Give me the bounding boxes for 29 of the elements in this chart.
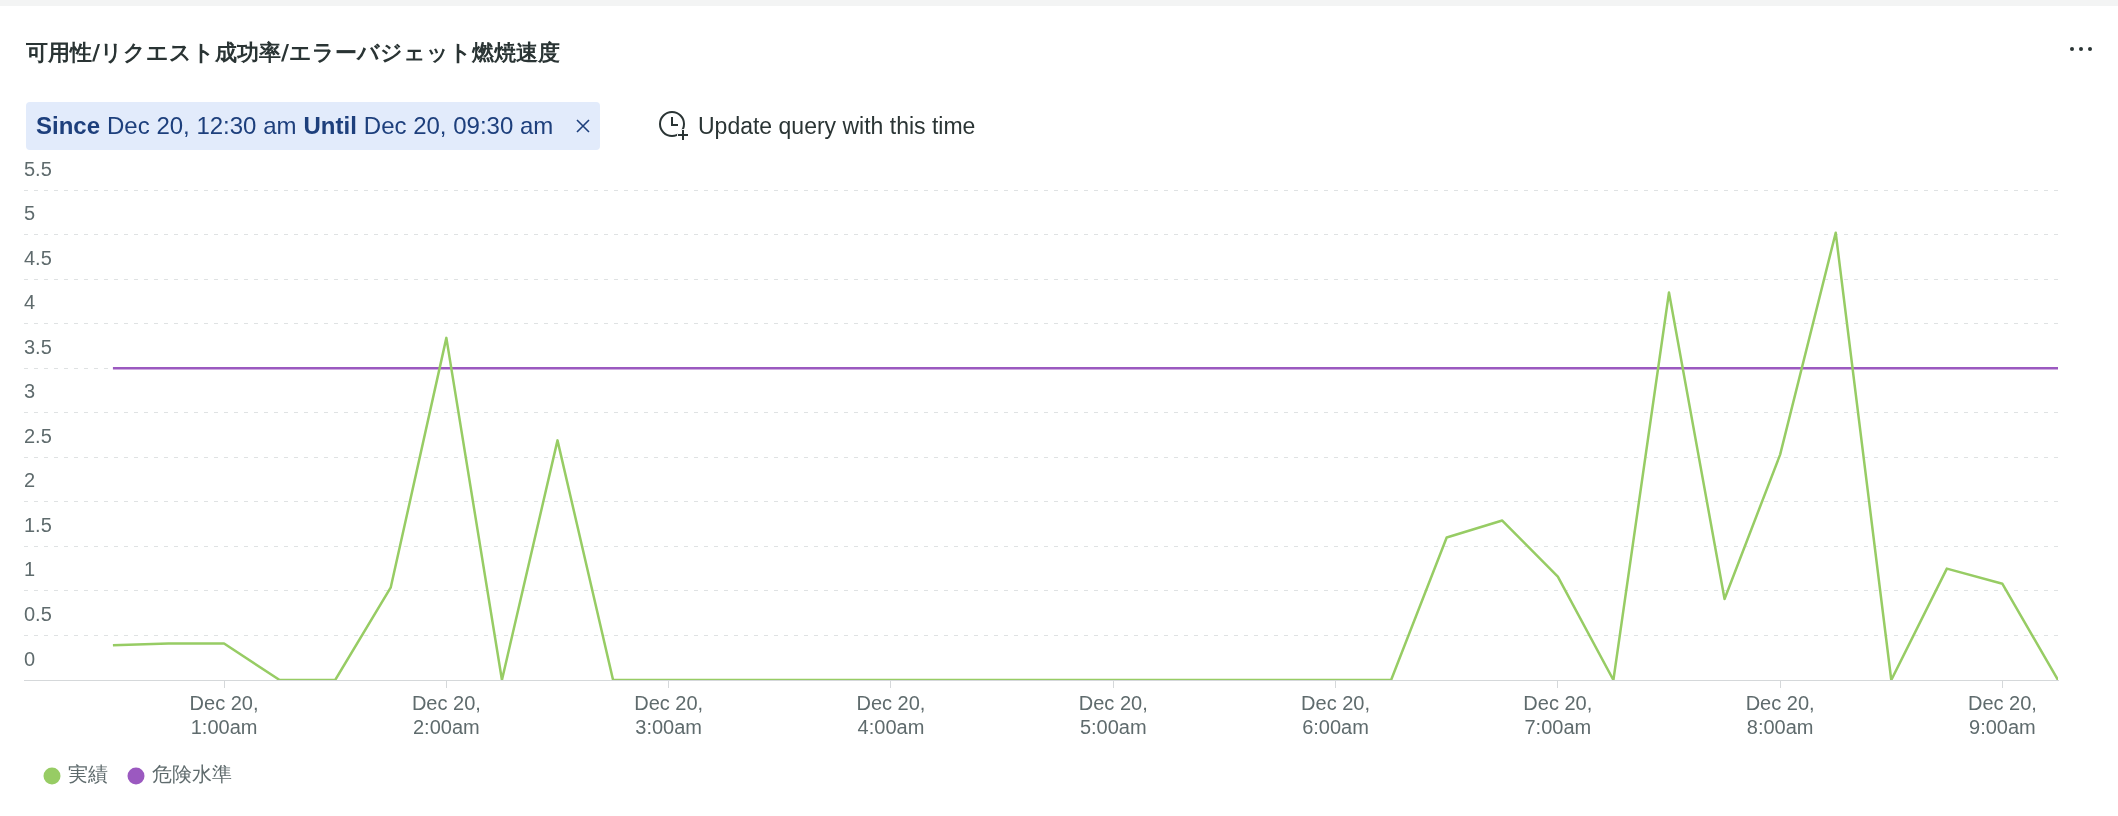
- text: Update query with this time: [698, 112, 976, 140]
- text: Until: [303, 112, 357, 140]
- x-tick-label: Dec 20, 2:00am: [411, 691, 481, 738]
- y-tick-label: 4: [24, 291, 36, 314]
- text: Since: [36, 112, 101, 140]
- x-tick-label: Dec 20, 5:00am: [1078, 691, 1148, 738]
- x-tick-label: Dec 20, 8:00am: [1745, 691, 1815, 738]
- y-tick-label: 0: [24, 647, 36, 670]
- x-tick-label: Dec 20, 6:00am: [1301, 691, 1371, 738]
- y-tick-label: 1: [24, 558, 36, 581]
- text: Dec 20, 12:30 am: [107, 112, 297, 140]
- chart-title: 可用性/リクエスト成功率/エラーバジェット燃焼速度: [26, 39, 561, 67]
- x-tick-label: Dec 20, 3:00am: [634, 691, 704, 738]
- x-tick-label: Dec 20, 4:00am: [856, 691, 926, 738]
- x-tick-label: Dec 20, 9:00am: [1967, 691, 2037, 738]
- legend-label: 危険水準: [152, 762, 232, 787]
- y-tick-label: 3.5: [24, 335, 52, 358]
- x-tick-label: Dec 20, 1:00am: [189, 691, 259, 738]
- x-tick-label: Dec 20, 7:00am: [1523, 691, 1593, 738]
- text: Dec 20, 09:30 am: [363, 112, 554, 140]
- legend-label: 実績: [68, 762, 108, 787]
- y-tick-label: 5.5: [24, 157, 52, 180]
- y-tick-label: 4.5: [24, 246, 52, 269]
- y-tick-label: 2: [24, 469, 36, 492]
- y-tick-label: 1.5: [24, 513, 52, 536]
- y-tick-label: 0.5: [24, 602, 52, 625]
- y-tick-label: 3: [24, 380, 36, 403]
- y-tick-label: 5: [24, 202, 36, 225]
- y-tick-label: 2.5: [24, 424, 52, 447]
